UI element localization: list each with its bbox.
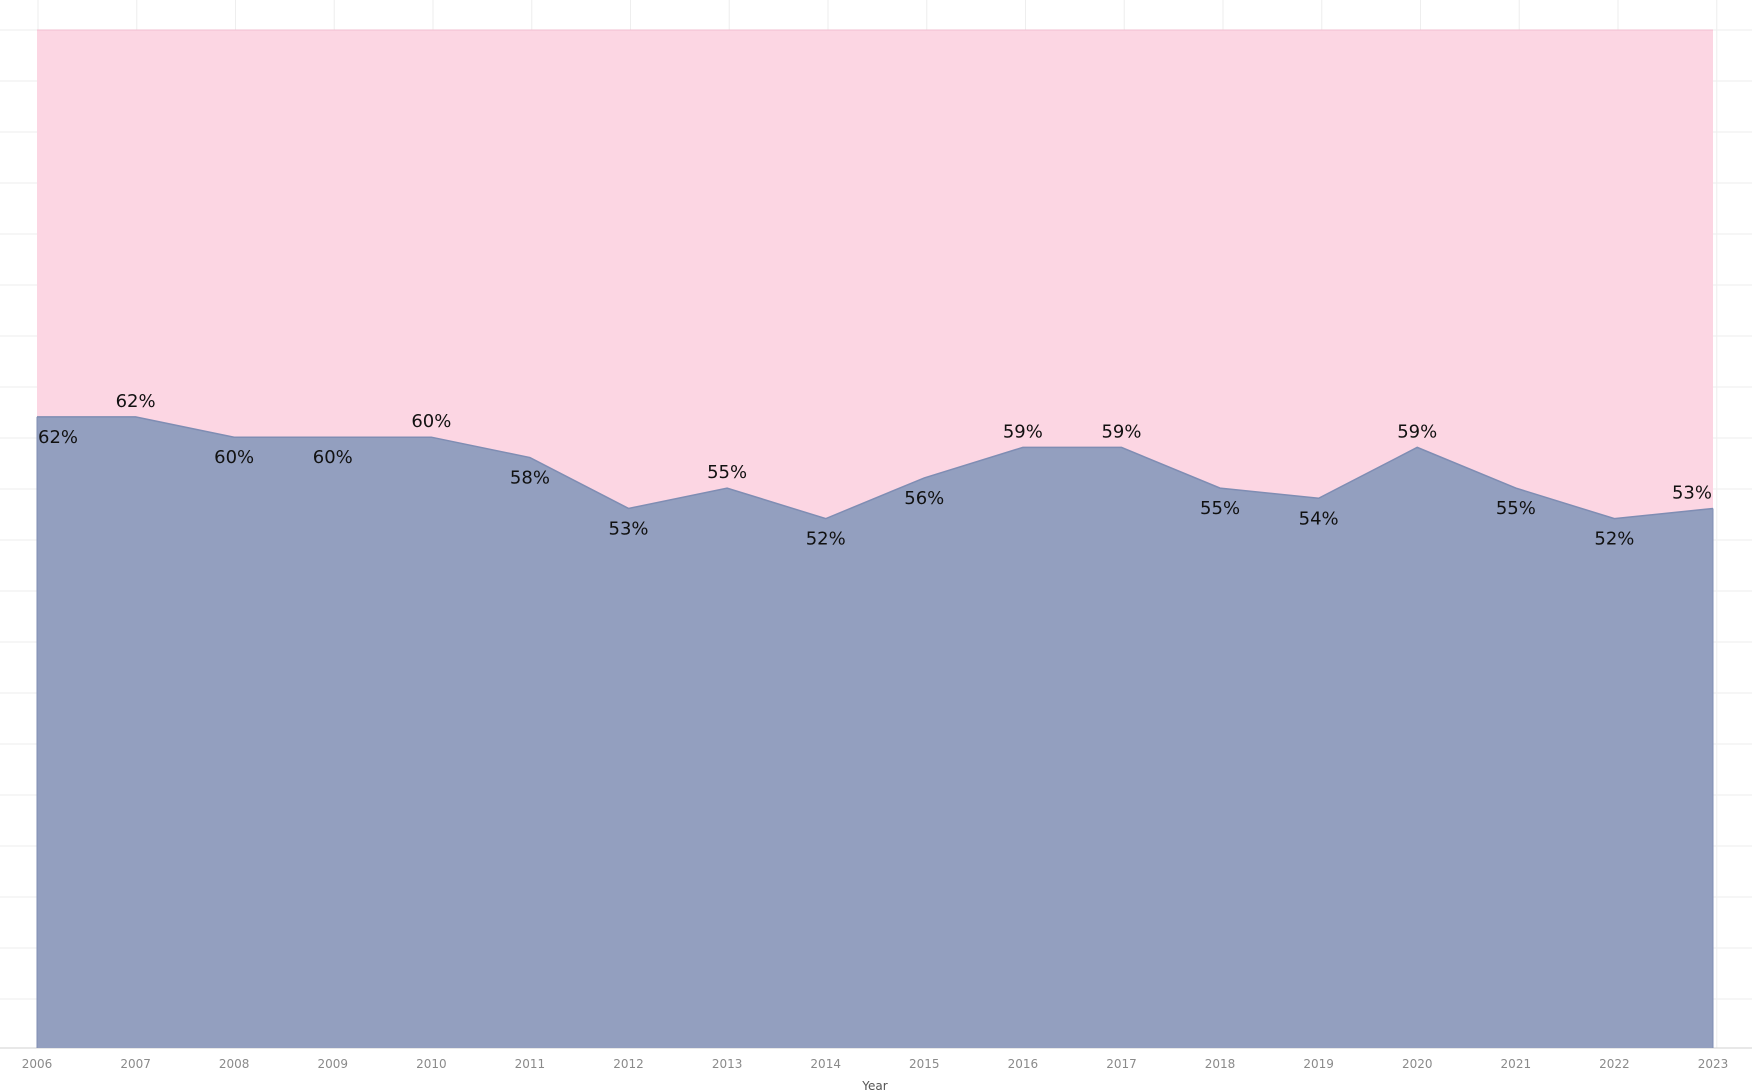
data-label: 60% xyxy=(214,447,254,468)
x-tick-label: 2023 xyxy=(1698,1057,1729,1071)
data-label: 53% xyxy=(1672,482,1712,503)
x-tick-label: 2010 xyxy=(416,1057,447,1071)
data-label: 52% xyxy=(806,529,846,550)
series-1-line xyxy=(37,416,1714,520)
data-label: 54% xyxy=(1299,508,1339,529)
data-label: 55% xyxy=(1496,498,1536,519)
x-tick-label: 2022 xyxy=(1599,1057,1630,1071)
series-1-area xyxy=(37,416,1713,1049)
data-label: 62% xyxy=(116,391,156,412)
data-label: 59% xyxy=(1101,421,1141,442)
x-tick-label: 2007 xyxy=(120,1057,151,1071)
data-label: 60% xyxy=(313,447,353,468)
data-label: 55% xyxy=(707,462,747,483)
chart-areas xyxy=(36,29,1714,1049)
x-axis: 2006 2007 2008 2009 2010 2011 2012 2013 2014 2015… xyxy=(22,1057,1729,1071)
x-tick-label: 2009 xyxy=(317,1057,348,1071)
x-tick-label: 2014 xyxy=(810,1057,841,1071)
data-label: 59% xyxy=(1003,421,1043,442)
x-tick-label: 2008 xyxy=(219,1057,250,1071)
x-tick-label: 2021 xyxy=(1501,1057,1532,1071)
x-tick-label: 2020 xyxy=(1402,1057,1433,1071)
data-label: 60% xyxy=(411,411,451,432)
data-label: 59% xyxy=(1397,421,1437,442)
x-axis-title: Year xyxy=(861,1079,887,1092)
data-label: 52% xyxy=(1594,529,1634,550)
data-labels: 62% 62% 60% 60% 60% 58% 53% 55% 52% 56% 59% 59% 55% 5… xyxy=(38,391,1712,550)
data-label: 56% xyxy=(904,488,944,509)
data-label: 62% xyxy=(38,427,78,448)
x-tick-label: 2011 xyxy=(515,1057,546,1071)
x-tick-label: 2017 xyxy=(1106,1057,1137,1071)
x-tick-label: 2019 xyxy=(1303,1057,1334,1071)
x-tick-label: 2013 xyxy=(712,1057,743,1071)
data-label: 55% xyxy=(1200,498,1240,519)
x-tick-label: 2012 xyxy=(613,1057,644,1071)
x-tick-label: 2006 xyxy=(22,1057,53,1071)
series-2-area xyxy=(37,30,1713,519)
data-label: 58% xyxy=(510,468,550,489)
x-tick-label: 2016 xyxy=(1008,1057,1039,1071)
x-tick-label: 2015 xyxy=(909,1057,940,1071)
data-label: 53% xyxy=(609,518,649,539)
x-tick-label: 2018 xyxy=(1205,1057,1236,1071)
